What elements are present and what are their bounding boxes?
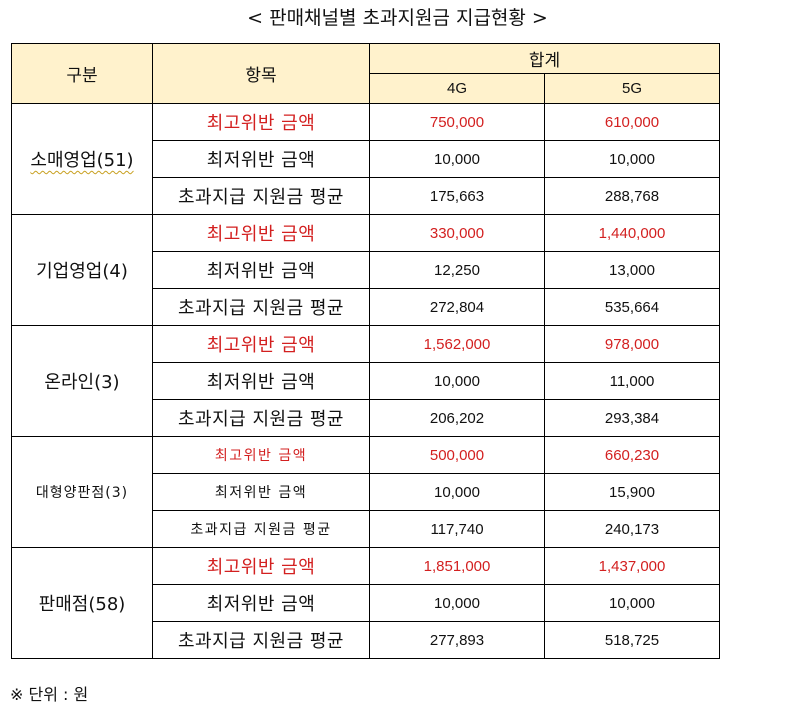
value-4g-cell: 1,851,000 [369,547,545,585]
category-cell: 온라인(3) [11,325,153,437]
value-5g-cell: 610,000 [544,103,720,141]
page-title: < 판매채널별 초과지원금 지급현황 > [247,7,548,29]
item-cell: 최고위반 금액 [152,103,370,141]
value-4g-cell: 10,000 [369,362,545,400]
value-4g-cell: 750,000 [369,103,545,141]
value-4g-cell: 12,250 [369,251,545,289]
value-5g-cell: 11,000 [544,362,720,400]
item-cell: 최고위반 금액 [152,547,370,585]
value-5g-cell: 288,768 [544,177,720,215]
item-cell: 최저위반 금액 [152,362,370,400]
value-5g-cell: 660,230 [544,436,720,474]
value-4g-cell: 117,740 [369,510,545,548]
table-row: 최저위반 금액 12,250 13,000 [12,251,720,289]
value-4g-cell: 272,804 [369,288,545,326]
item-cell: 최저위반 금액 [152,251,370,289]
value-4g-cell: 206,202 [369,399,545,437]
item-cell: 최고위반 금액 [152,214,370,252]
value-4g-cell: 1,562,000 [369,325,545,363]
category-cell: 소매영업(51) [11,103,153,215]
value-5g-cell: 240,173 [544,510,720,548]
value-5g-cell: 1,440,000 [544,214,720,252]
category-cell: 대형양판점(3) [11,436,153,548]
value-5g-cell: 15,900 [544,473,720,511]
value-5g-cell: 518,725 [544,621,720,659]
value-4g-cell: 500,000 [369,436,545,474]
table-row: 최저위반 금액 10,000 11,000 [12,362,720,400]
value-5g-cell: 978,000 [544,325,720,363]
value-5g-cell: 13,000 [544,251,720,289]
item-cell: 최고위반 금액 [152,436,370,474]
header-total: 합계 [369,43,720,74]
table-row: 초과지급 지원금 평균 175,663 288,768 [12,177,720,215]
value-5g-cell: 535,664 [544,288,720,326]
table-row: 초과지급 지원금 평균 117,740 240,173 [12,510,720,548]
value-5g-cell: 1,437,000 [544,547,720,585]
value-5g-cell: 10,000 [544,584,720,622]
unit-note: ※ 단위 : 원 [10,685,89,704]
value-4g-cell: 10,000 [369,140,545,178]
table-row: 온라인(3) 최고위반 금액 1,562,000 978,000 [11,325,720,437]
channel-payment-table: 구분 항목 합계 4G 5G 소매영업(51) 최고위반 금액 750,000 … [11,43,720,659]
value-5g-cell: 293,384 [544,399,720,437]
value-4g-cell: 10,000 [369,473,545,511]
category-label: 소매영업(51) [30,150,134,171]
header-item: 항목 [152,43,370,104]
category-cell: 판매점(58) [11,547,153,659]
table-row: 초과지급 지원금 평균 277,893 518,725 [12,621,720,659]
item-cell: 초과지급 지원금 평균 [152,621,370,659]
category-cell: 기업영업(4) [11,214,153,326]
table-row: 최저위반 금액 10,000 10,000 [12,584,720,622]
value-4g-cell: 330,000 [369,214,545,252]
item-cell: 최저위반 금액 [152,584,370,622]
header-category: 구분 [11,43,153,104]
table-row: 소매영업(51) 최고위반 금액 750,000 610,000 [11,103,720,215]
item-cell: 초과지급 지원금 평균 [152,399,370,437]
header-5g: 5G [544,73,720,104]
item-cell: 초과지급 지원금 평균 [152,288,370,326]
value-4g-cell: 175,663 [369,177,545,215]
item-cell: 최고위반 금액 [152,325,370,363]
table-row: 초과지급 지원금 평균 206,202 293,384 [12,399,720,437]
table-row: 최저위반 금액 10,000 10,000 [12,140,720,178]
value-5g-cell: 10,000 [544,140,720,178]
value-4g-cell: 10,000 [369,584,545,622]
value-4g-cell: 277,893 [369,621,545,659]
item-cell: 초과지급 지원금 평균 [152,177,370,215]
item-cell: 초과지급 지원금 평균 [152,510,370,548]
table-row: 대형양판점(3) 최고위반 금액 500,000 660,230 [11,436,720,548]
table-row: 기업영업(4) 최고위반 금액 330,000 1,440,000 [11,214,720,326]
item-cell: 최저위반 금액 [152,140,370,178]
table-row: 판매점(58) 최고위반 금액 1,851,000 1,437,000 [11,547,720,659]
table-row: 최저위반 금액 10,000 15,900 [12,473,720,511]
item-cell: 최저위반 금액 [152,473,370,511]
table-row: 초과지급 지원금 평균 272,804 535,664 [12,288,720,326]
header-4g: 4G [369,73,545,104]
